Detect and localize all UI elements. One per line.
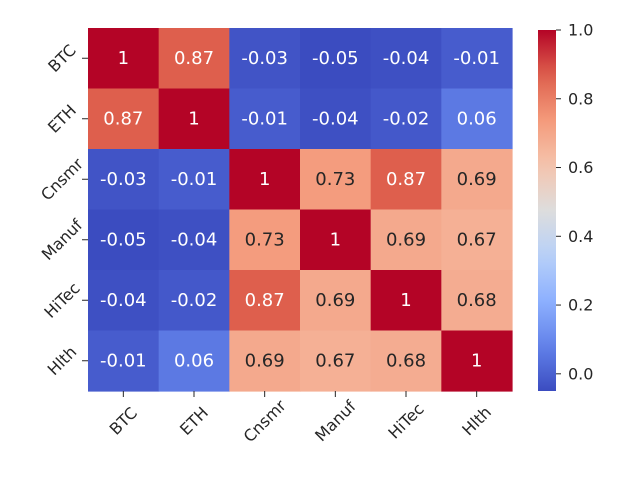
- heatmap-cell: [441, 209, 513, 271]
- cell-annotation: -0.02: [171, 290, 218, 311]
- cell-annotation: 0.87: [386, 169, 426, 190]
- cell-annotation: 0.69: [315, 290, 355, 311]
- heatmap-cell: [158, 88, 230, 150]
- heatmap-cells: [88, 28, 513, 392]
- heatmap-cell: [88, 88, 160, 150]
- colorbar-gradient: [538, 30, 556, 391]
- cell-annotation: 1: [471, 350, 482, 371]
- cell-annotation: -0.04: [171, 229, 218, 250]
- heatmap-cell: [88, 270, 160, 332]
- cell-annotation: 0.69: [457, 169, 497, 190]
- heatmap-cell: [158, 330, 230, 392]
- heatmap-cell: [300, 149, 372, 211]
- cell-annotation: -0.04: [383, 48, 430, 69]
- heatmap-cell: [300, 28, 372, 90]
- heatmap-cell: [229, 149, 301, 211]
- colorbar-tick-label: 0.4: [568, 227, 593, 246]
- heatmap-cell: [229, 28, 301, 90]
- x-axis-label: Manuf: [311, 397, 360, 446]
- y-axis-label: BTC: [44, 41, 79, 76]
- cell-annotation: -0.01: [100, 350, 147, 371]
- colorbar-tick-label: 0.2: [568, 296, 593, 315]
- heatmap-cell: [300, 270, 372, 332]
- cell-annotation: 1: [400, 290, 411, 311]
- x-axis-label: Hlth: [458, 403, 495, 440]
- cell-annotation: 0.87: [245, 290, 285, 311]
- x-axis-tick-labels: BTC ETH Cnsmr Manuf HiTec Hlth: [106, 391, 495, 446]
- cell-annotation: -0.01: [453, 48, 500, 69]
- cell-annotation: 0.73: [315, 169, 355, 190]
- heatmap-annotations: 1 0.87 -0.03 -0.05 -0.04 -0.01 0.87 1 -0.01 -0.04…: [100, 48, 500, 372]
- heatmap-cell: [158, 209, 230, 271]
- cell-annotation: -0.01: [241, 108, 288, 129]
- cell-annotation: 0.73: [245, 229, 285, 250]
- cell-annotation: 1: [188, 108, 199, 129]
- cell-annotation: 0.69: [386, 229, 426, 250]
- y-axis-label: Manuf: [38, 215, 87, 264]
- x-axis-label: BTC: [106, 403, 141, 438]
- heatmap-cell: [158, 270, 230, 332]
- heatmap-cell: [441, 88, 513, 150]
- heatmap-cell: [88, 209, 160, 271]
- heatmap-cell: [370, 149, 442, 211]
- heatmap-cell: [370, 28, 442, 90]
- colorbar-tick-label: 0.8: [568, 89, 593, 108]
- heatmap-cell: [370, 88, 442, 150]
- cell-annotation: 0.67: [315, 350, 355, 371]
- cell-annotation: 0.69: [245, 350, 285, 371]
- heatmap-cell: [158, 149, 230, 211]
- heatmap-cell: [229, 330, 301, 392]
- cell-annotation: 0.67: [457, 229, 497, 250]
- heatmap-cell: [229, 88, 301, 150]
- cell-annotation: 0.06: [174, 350, 214, 371]
- heatmap-cell: [441, 330, 513, 392]
- colorbar: 0.0 0.2 0.4 0.6 0.8 1.0: [538, 21, 593, 391]
- y-axis-label: ETH: [44, 101, 80, 137]
- cell-annotation: 1: [118, 48, 129, 69]
- heatmap-cell: [370, 209, 442, 271]
- x-axis-label: HiTec: [384, 399, 427, 442]
- heatmap-cell: [370, 330, 442, 392]
- heatmap-cell: [158, 28, 230, 90]
- heatmap-cell: [441, 149, 513, 211]
- heatmap-cell: [300, 209, 372, 271]
- cell-annotation: -0.03: [241, 48, 288, 69]
- y-axis-label: HiTec: [40, 279, 83, 322]
- cell-annotation: 0.87: [103, 108, 143, 129]
- cell-annotation: 1: [259, 169, 270, 190]
- heatmap-cell: [229, 270, 301, 332]
- cell-annotation: -0.03: [100, 169, 147, 190]
- cell-annotation: -0.02: [383, 108, 430, 129]
- x-axis-label: ETH: [176, 403, 212, 439]
- heatmap-cell: [229, 209, 301, 271]
- cell-annotation: -0.05: [312, 48, 359, 69]
- cell-annotation: 0.87: [174, 48, 214, 69]
- x-axis-label: Cnsmr: [240, 396, 290, 446]
- colorbar-tick-label: 0.0: [568, 364, 593, 383]
- y-axis-tick-labels: BTC ETH Cnsmr Manuf HiTec Hlth: [37, 41, 88, 379]
- y-axis-label: Cnsmr: [37, 154, 87, 204]
- cell-annotation: 0.68: [457, 290, 497, 311]
- colorbar-tick-label: 0.6: [568, 158, 593, 177]
- heatmap-cell: [88, 330, 160, 392]
- heatmap-cell: [88, 149, 160, 211]
- heatmap-cell: [441, 28, 513, 90]
- cell-annotation: 0.68: [386, 350, 426, 371]
- heatmap-cell: [370, 270, 442, 332]
- cell-annotation: 1: [330, 229, 341, 250]
- heatmap-cell: [88, 28, 160, 90]
- heatmap-cell: [300, 330, 372, 392]
- y-axis-label: Hlth: [44, 342, 81, 379]
- cell-annotation: -0.04: [312, 108, 359, 129]
- cell-annotation: -0.01: [171, 169, 218, 190]
- cell-annotation: -0.04: [100, 290, 147, 311]
- heatmap-cell: [300, 88, 372, 150]
- cell-annotation: -0.05: [100, 229, 147, 250]
- cell-annotation: 0.06: [457, 108, 497, 129]
- colorbar-tick-label: 1.0: [568, 21, 593, 40]
- heatmap-cell: [441, 270, 513, 332]
